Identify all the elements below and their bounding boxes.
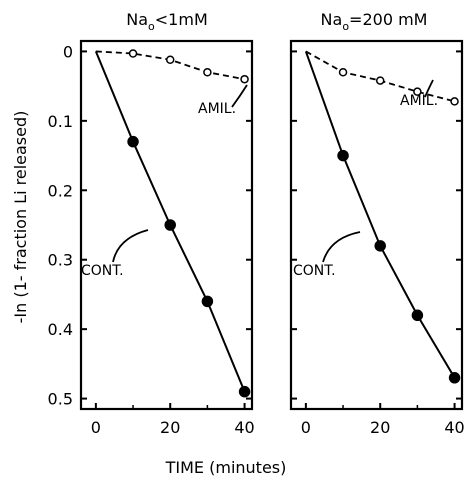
amil-point: [338, 67, 348, 77]
x-tick-label: 40: [234, 418, 254, 437]
amil-point: [375, 76, 385, 85]
amil-point: [450, 97, 459, 106]
panel-2-title: Nao=200 mM: [321, 10, 428, 33]
amil-point: [413, 87, 422, 96]
cont-point: [374, 240, 386, 252]
plot-frame: [289, 39, 464, 411]
cont-point: [127, 135, 139, 148]
x-tick-label: 20: [370, 418, 390, 437]
plot-frame: [79, 39, 254, 411]
y-tick-label: 0.1: [48, 112, 73, 131]
y-tick-label: 0: [63, 42, 73, 61]
x-axis-label: TIME (minutes): [165, 458, 287, 477]
panel-na-200mm: 0 20 40 AMIL. CONT.: [289, 39, 464, 437]
cont-point: [411, 309, 424, 322]
x-tick-label: 0: [301, 418, 311, 437]
x-tick-label: 0: [91, 418, 101, 437]
y-tick-label: 0.4: [48, 320, 73, 339]
amil-point: [128, 49, 138, 58]
cont-label: CONT.: [293, 263, 336, 279]
panel-1-title: Nao<1mM: [126, 10, 208, 33]
y-tick-label: 0.2: [48, 181, 73, 200]
amil-arrow: [231, 84, 248, 108]
amil-point: [165, 55, 175, 64]
amil-label: AMIL.: [400, 93, 438, 109]
cont-point: [238, 385, 251, 398]
panel-na-below-1mm: 0 20 40 0 0.1 0.2 0.3 0.4 0.5 AMIL. CONT.: [48, 39, 255, 437]
amil-label: AMIL.: [198, 101, 236, 117]
y-tick-label: 0.5: [48, 390, 73, 409]
y-axis-label: -In (1- fraction Li released): [11, 111, 30, 324]
x-tick-label: 20: [160, 418, 180, 437]
x-tick-label: 40: [444, 418, 464, 437]
cont-point: [164, 219, 176, 231]
cont-point: [448, 372, 461, 384]
amil-arrow: [424, 79, 434, 98]
cont-point: [201, 295, 214, 308]
y-tick-label: 0.3: [48, 251, 73, 270]
cont-point: [337, 149, 349, 162]
amil-point: [240, 74, 249, 84]
cont-arrow: [322, 231, 361, 263]
cont-label: CONT.: [81, 263, 124, 279]
amil-point: [203, 67, 212, 77]
cont-arrow: [112, 229, 149, 263]
